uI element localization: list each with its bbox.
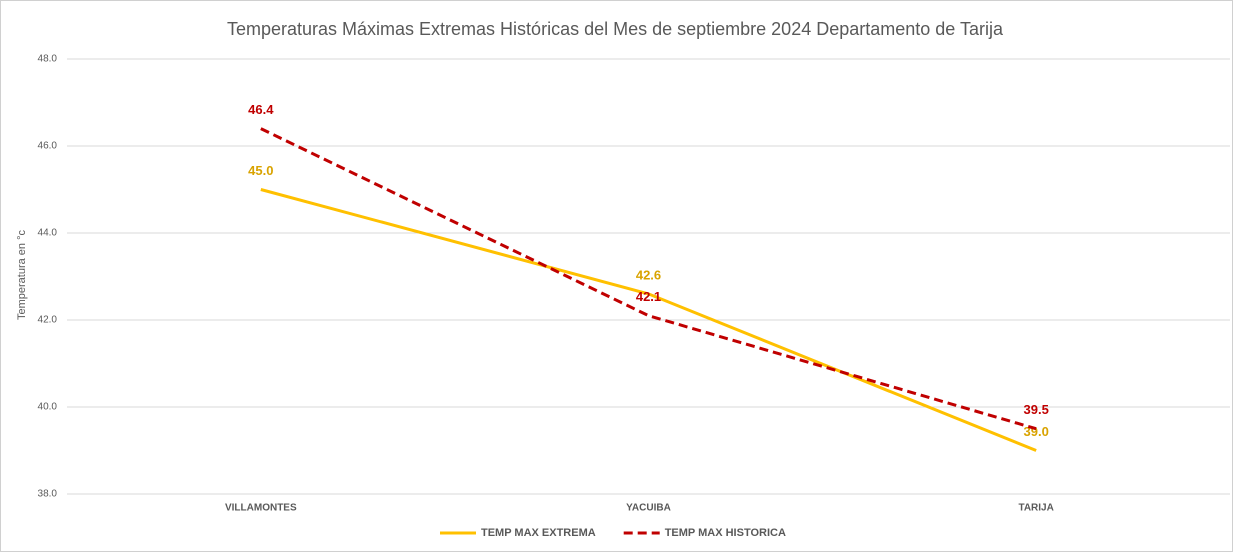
series-line <box>260 188 1037 452</box>
x-tick-label: TARIJA <box>1018 503 1053 514</box>
legend-label: TEMP MAX HISTORICA <box>665 527 786 539</box>
x-tick-label: VILLAMONTES <box>225 503 297 514</box>
data-label: 42.1 <box>636 289 661 304</box>
chart-title: Temperaturas Máximas Extremas Históricas… <box>227 19 1004 39</box>
y-tick-label: 42.0 <box>38 315 58 326</box>
data-label: 42.6 <box>636 267 661 282</box>
legend-label: TEMP MAX EXTREMA <box>481 527 596 539</box>
y-tick-label: 40.0 <box>38 402 58 413</box>
y-tick-label: 38.0 <box>38 489 58 500</box>
y-tick-label: 44.0 <box>38 228 58 239</box>
data-label: 39.5 <box>1024 402 1049 417</box>
y-tick-label: 46.0 <box>38 141 58 152</box>
data-label: 46.4 <box>248 102 274 117</box>
data-label: 45.0 <box>248 163 273 178</box>
series-line <box>260 127 1037 431</box>
data-label: 39.0 <box>1024 424 1049 439</box>
y-tick-label: 48.0 <box>38 54 58 65</box>
y-axis-label: Temperatura en °c <box>16 230 28 320</box>
x-tick-label: YACUIBA <box>626 503 671 514</box>
